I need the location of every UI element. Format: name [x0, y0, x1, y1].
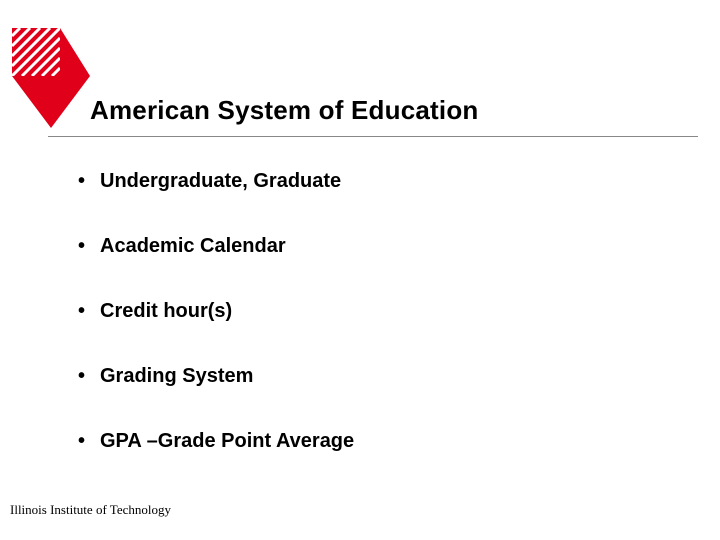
brand-logo-icon: [12, 28, 102, 128]
bullet-list: Undergraduate, Graduate Academic Calenda…: [78, 170, 678, 495]
bullet-item: GPA –Grade Point Average: [78, 430, 678, 453]
slide-title: American System of Education: [90, 95, 690, 126]
slide: American System of Education Undergradua…: [0, 0, 720, 540]
bullet-item: Academic Calendar: [78, 235, 678, 258]
title-wrap: American System of Education: [90, 95, 690, 126]
footer-text: Illinois Institute of Technology: [10, 502, 171, 518]
bullet-item: Credit hour(s): [78, 300, 678, 323]
bullet-item: Undergraduate, Graduate: [78, 170, 678, 193]
title-underline: [48, 136, 698, 137]
bullet-item: Grading System: [78, 365, 678, 388]
